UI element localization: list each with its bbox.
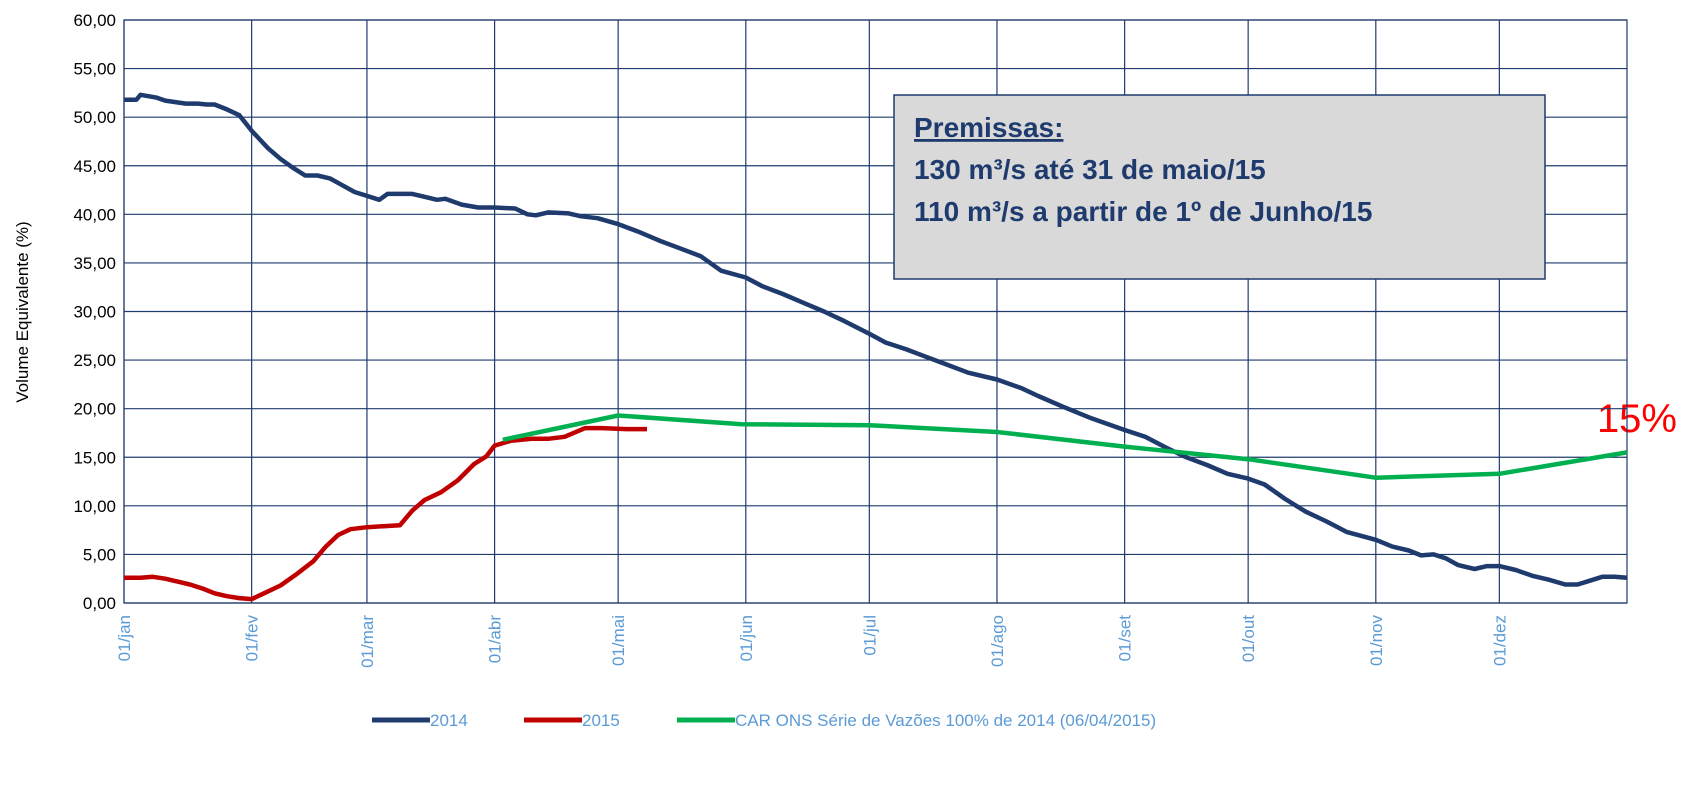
plot-border	[123, 19, 1628, 604]
series-line	[124, 425, 647, 602]
y-tick-label: 5,00	[83, 545, 116, 564]
box-title: Premissas:	[914, 112, 1063, 143]
x-tick-label: 01/mai	[609, 615, 628, 666]
box-line: 110 m³/s a partir de 1º de Junho/15	[914, 196, 1372, 227]
y-tick-label: 30,00	[73, 303, 116, 322]
y-tick-label: 0,00	[83, 594, 116, 613]
x-tick-label: 01/fev	[243, 615, 262, 662]
legend-label: CAR ONS Série de Vazões 100% de 2014 (06…	[735, 711, 1156, 730]
y-tick-label: 10,00	[73, 497, 116, 516]
x-tick-label: 01/jun	[737, 615, 756, 661]
y-tick-label: 60,00	[73, 11, 116, 30]
y-tick-label: 20,00	[73, 400, 116, 419]
legend-label: 2015	[582, 711, 620, 730]
series-line	[502, 413, 1628, 480]
y-tick-label: 40,00	[73, 205, 116, 224]
y-tick-label: 45,00	[73, 157, 116, 176]
y-tick-label: 55,00	[73, 60, 116, 79]
y-tick-label: 35,00	[73, 254, 116, 273]
x-tick-label: 01/dez	[1490, 615, 1509, 666]
x-tick-label: 01/out	[1239, 615, 1258, 663]
x-tick-label: 01/jul	[860, 615, 879, 656]
y-tick-label: 25,00	[73, 351, 116, 370]
y-tick-label: 50,00	[73, 108, 116, 127]
legend-label: 2014	[430, 711, 468, 730]
box-line: 130 m³/s até 31 de maio/15	[914, 154, 1266, 185]
premises-box	[893, 94, 1546, 280]
x-tick-label: 01/mar	[358, 615, 377, 668]
series-line	[124, 92, 1628, 587]
x-tick-label: 01/ago	[988, 615, 1007, 667]
x-tick-label: 01/jan	[115, 615, 134, 661]
y-tick-label: 15,00	[73, 448, 116, 467]
x-tick-label: 01/set	[1116, 615, 1135, 662]
x-tick-label: 01/nov	[1367, 615, 1386, 667]
annotation: 15%	[1597, 397, 1677, 441]
y-axis-label: Volume Equivalente (%)	[13, 221, 32, 402]
x-tick-label: 01/abr	[486, 615, 505, 664]
